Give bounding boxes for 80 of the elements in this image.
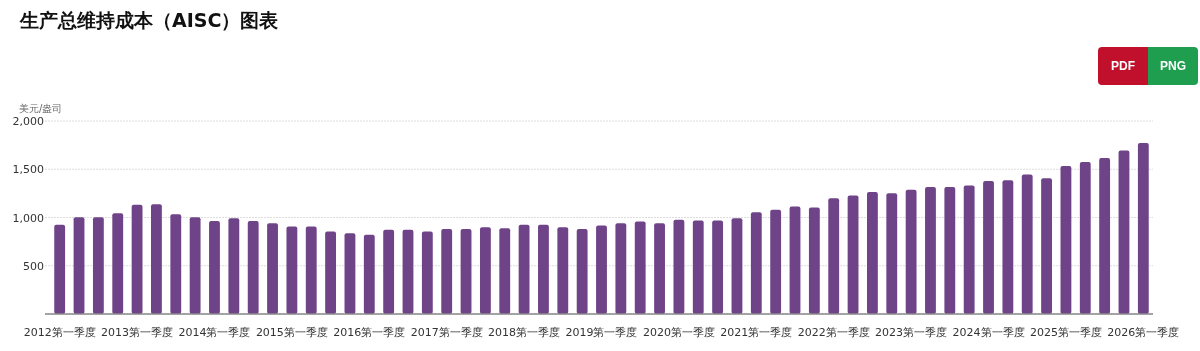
- x-tick-label: 2023第一季度: [875, 326, 948, 339]
- bar: [383, 229, 395, 314]
- bar: [576, 228, 588, 314]
- x-tick-label: 2014第一季度: [178, 326, 251, 339]
- bar: [92, 217, 104, 314]
- bar: [886, 193, 898, 314]
- bar: [1021, 174, 1033, 314]
- bar: [325, 231, 337, 314]
- bar: [847, 195, 859, 314]
- bar: [654, 223, 665, 314]
- bar: [73, 217, 85, 314]
- bar: [944, 187, 956, 314]
- x-tick-label: 2022第一季度: [797, 326, 870, 339]
- bar: [983, 181, 994, 314]
- bar: [170, 214, 182, 314]
- bar: [789, 206, 801, 314]
- bar: [557, 227, 569, 314]
- bar: [712, 220, 724, 314]
- bar: [673, 219, 685, 314]
- bar: [402, 229, 414, 314]
- bar: [1002, 180, 1014, 314]
- chart-title: 生产总维持成本（AISC）图表: [19, 9, 280, 31]
- bar: [1060, 166, 1072, 314]
- y-tick-label: 500: [23, 259, 44, 273]
- y-tick-label: 1,000: [12, 211, 44, 225]
- x-tick-label: 2013第一季度: [101, 326, 174, 339]
- text: PDF: [1098, 47, 1148, 85]
- bar: [1041, 178, 1052, 314]
- bar: [828, 198, 840, 314]
- bar: [538, 224, 549, 314]
- bar: [750, 212, 762, 314]
- x-tick-label: 2026第一季度: [1107, 326, 1180, 339]
- x-tick-label: 2024第一季度: [952, 326, 1025, 339]
- bar: [866, 192, 878, 314]
- x-tick-label: 2020第一季度: [642, 326, 715, 339]
- text: PNG: [1148, 47, 1198, 85]
- bar: [770, 209, 782, 314]
- x-tick-label: 2025第一季度: [1029, 326, 1102, 339]
- bar: [228, 218, 240, 314]
- bar: [1118, 150, 1130, 314]
- bar: [267, 223, 278, 314]
- bar: [518, 224, 530, 314]
- bar: [460, 228, 472, 314]
- bar: [731, 218, 743, 314]
- bar: [363, 234, 375, 314]
- bar: [1099, 158, 1111, 314]
- bar: [808, 207, 820, 314]
- bar: [499, 228, 511, 314]
- bar: [54, 224, 66, 314]
- y-tick-label: 1,500: [12, 163, 44, 177]
- bar: [305, 226, 317, 314]
- bar: [344, 233, 356, 314]
- bar: [189, 217, 201, 314]
- x-tick-label: 2015第一季度: [255, 326, 328, 339]
- bar: [112, 213, 124, 314]
- bar: [615, 223, 627, 314]
- x-tick-label: 2018第一季度: [488, 326, 561, 339]
- bar: [441, 228, 453, 314]
- bar: [634, 221, 646, 314]
- bar: [692, 220, 704, 314]
- bar: [247, 220, 259, 314]
- bar: [479, 227, 491, 314]
- bar: [131, 204, 143, 314]
- bar: [925, 187, 936, 314]
- y-axis-title: 美元/盎司: [19, 103, 63, 114]
- bar: [1079, 162, 1091, 314]
- bar: [286, 226, 298, 314]
- x-tick-label: 2016第一季度: [333, 326, 406, 339]
- bar: [151, 204, 162, 314]
- bar: [596, 225, 607, 314]
- bar: [905, 189, 917, 314]
- bar: [963, 185, 975, 314]
- x-tick-label: 2017第一季度: [410, 326, 483, 339]
- y-tick-label: 2,000: [12, 115, 44, 128]
- bar: [209, 220, 220, 314]
- bar: [1137, 143, 1149, 314]
- x-tick-label: 2021第一季度: [720, 326, 793, 339]
- x-tick-label: 2012第一季度: [23, 326, 96, 339]
- x-tick-label: 2019第一季度: [565, 326, 638, 339]
- bar: [421, 231, 433, 314]
